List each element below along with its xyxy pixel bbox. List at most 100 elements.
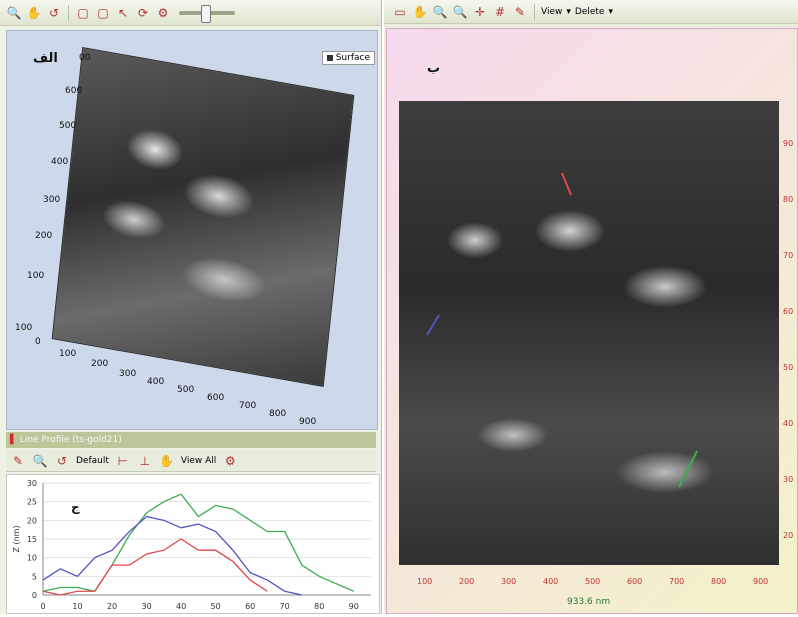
hand-icon[interactable]: ✋: [412, 4, 428, 19]
y-tick: 90: [783, 139, 794, 148]
series-line-2: [42, 538, 268, 596]
zoom-icon[interactable]: 🔍: [6, 5, 22, 20]
frame-icon[interactable]: ▢: [77, 5, 89, 20]
zoom-in-icon[interactable]: 🔍: [432, 4, 448, 19]
y-tick: 300: [43, 195, 61, 205]
profile-icon: ▌: [10, 435, 17, 445]
y-tick-label: 30: [27, 479, 37, 488]
x-tick-label: 80: [314, 602, 324, 611]
afm-image-2d[interactable]: [399, 101, 779, 565]
y-tick: 20: [783, 531, 794, 540]
slider-thumb[interactable]: [201, 4, 211, 23]
x-tick: 800: [711, 577, 727, 586]
x-tick: 900: [753, 577, 769, 586]
y-tick: 500: [59, 121, 77, 131]
x-tick-label: 20: [107, 602, 117, 611]
delete-dropdown-icon[interactable]: ▾: [608, 6, 613, 17]
x-tick: 700: [669, 577, 685, 586]
y-tick: 70: [783, 251, 794, 260]
select-icon[interactable]: ▭: [394, 4, 406, 19]
options-icon[interactable]: ⚙: [157, 5, 169, 20]
view-menu[interactable]: View: [541, 6, 563, 17]
grid-icon[interactable]: #: [494, 4, 506, 19]
legend-swatch-icon: [326, 55, 333, 61]
x-tick: 200: [459, 577, 475, 586]
image-frame: ب 100 200 300 400 500 600 700 800 900 90…: [386, 28, 798, 614]
profile-line-red[interactable]: [561, 172, 572, 196]
default-button[interactable]: Default: [76, 455, 109, 466]
y-axis-label: Z (nm): [12, 525, 21, 552]
profile-chart-svg: 0 5 10 15 20 25 30 0 10 20 30 40 50 60 70 80 90 Z (nm) ج: [12, 479, 371, 611]
chart-label-jim: ج: [71, 500, 80, 514]
right-pane: ▭ ✋ 🔍 🔍 ✛ # ✎ View ▾ Delete ▾ ب 100 200 …: [384, 0, 798, 614]
x-tick: 400: [543, 577, 559, 586]
frame2-icon[interactable]: ▢: [97, 5, 109, 20]
scale-bar-label: 933.6 nm: [567, 597, 611, 607]
rotate-icon[interactable]: ⟳: [137, 5, 149, 20]
delete-menu[interactable]: Delete: [574, 6, 605, 17]
view-dropdown-icon[interactable]: ▾: [566, 6, 571, 17]
reset-icon[interactable]: ↺: [48, 5, 60, 20]
x-tick: 400: [147, 377, 165, 387]
y-tick: 200: [35, 231, 53, 241]
surface-3d-view[interactable]: الف Surface 00 600 500 400 300 200 100 1…: [6, 30, 378, 430]
profile-line-green[interactable]: [678, 450, 698, 488]
y-tick-label: 5: [32, 572, 37, 581]
x-tick: 0: [35, 337, 41, 347]
view-label-be: ب: [427, 61, 441, 76]
crosshair-icon[interactable]: ✛: [474, 4, 486, 19]
toolbar-separator: [68, 4, 69, 21]
y-tick: 600: [65, 86, 83, 96]
profile-toolbar: ✎ 🔍 ↺ Default ⊢ ⊥ ✋ View All ⚙: [6, 450, 376, 472]
x-tick: 900: [299, 417, 317, 427]
profile-line-blue[interactable]: [426, 314, 440, 336]
color-icon[interactable]: ✎: [514, 4, 526, 19]
y-tick-label: 15: [27, 535, 37, 544]
y-tick: 60: [783, 307, 794, 316]
x-tick-label: 50: [211, 602, 221, 611]
right-toolbar: ▭ ✋ 🔍 🔍 ✛ # ✎ View ▾ Delete ▾: [384, 0, 798, 24]
zoom-out-icon[interactable]: 🔍: [452, 4, 468, 19]
x-tick-label: 30: [141, 602, 151, 611]
cursor2-icon[interactable]: ⊥: [139, 453, 151, 468]
x-tick-label: 40: [176, 602, 186, 611]
x-tick: 300: [501, 577, 517, 586]
line-profile-header: ▌ Line Profile (ts-gold21): [6, 432, 376, 448]
y-tick: 50: [783, 363, 794, 372]
x-tick-label: 90: [349, 602, 359, 611]
y-tick: 100: [27, 271, 45, 281]
left-pane: 🔍 ✋ ↺ ▢ ▢ ↖ ⟳ ⚙ الف Surface 00 600 500 4…: [0, 0, 382, 614]
profile-tool-icon[interactable]: ✎: [12, 453, 24, 468]
toolbar-separator: [534, 3, 535, 20]
profile-lines-overlay: [426, 172, 698, 488]
x-tick: 300: [119, 369, 137, 379]
profile-options-icon[interactable]: ⚙: [224, 453, 236, 468]
x-tick: 600: [627, 577, 643, 586]
profile-zoom-icon[interactable]: 🔍: [32, 453, 48, 468]
y-tick-label: 0: [32, 591, 37, 600]
profile-chart[interactable]: 0 5 10 15 20 25 30 0 10 20 30 40 50 60 70 80 90 Z (nm) ج: [6, 474, 380, 614]
series-line-1: [42, 515, 303, 596]
x-tick-label: 0: [40, 602, 45, 611]
y-tick-label: 25: [27, 498, 37, 507]
view-all-button[interactable]: View All: [180, 455, 217, 466]
x-tick: 500: [177, 385, 195, 395]
pointer-icon[interactable]: ↖: [117, 5, 129, 20]
y-tick-label: 20: [27, 516, 37, 525]
x-tick: 100: [59, 349, 77, 359]
x-tick-label: 10: [72, 602, 82, 611]
hand-icon[interactable]: ✋: [159, 453, 175, 468]
x-tick: 600: [207, 393, 225, 403]
y-tick: 100: [15, 323, 33, 333]
cursor-icon[interactable]: ⊢: [117, 453, 129, 468]
x-tick-label: 70: [280, 602, 290, 611]
y-tick-label: 10: [27, 554, 37, 563]
y-tick: 30: [783, 475, 794, 484]
zoom-slider[interactable]: [179, 4, 235, 23]
x-tick: 800: [269, 409, 287, 419]
x-tick: 500: [585, 577, 601, 586]
hand-icon[interactable]: ✋: [26, 5, 42, 20]
left-toolbar: 🔍 ✋ ↺ ▢ ▢ ↖ ⟳ ⚙: [0, 0, 381, 26]
profile-reset-icon[interactable]: ↺: [56, 453, 68, 468]
surface-legend[interactable]: Surface: [321, 51, 375, 65]
